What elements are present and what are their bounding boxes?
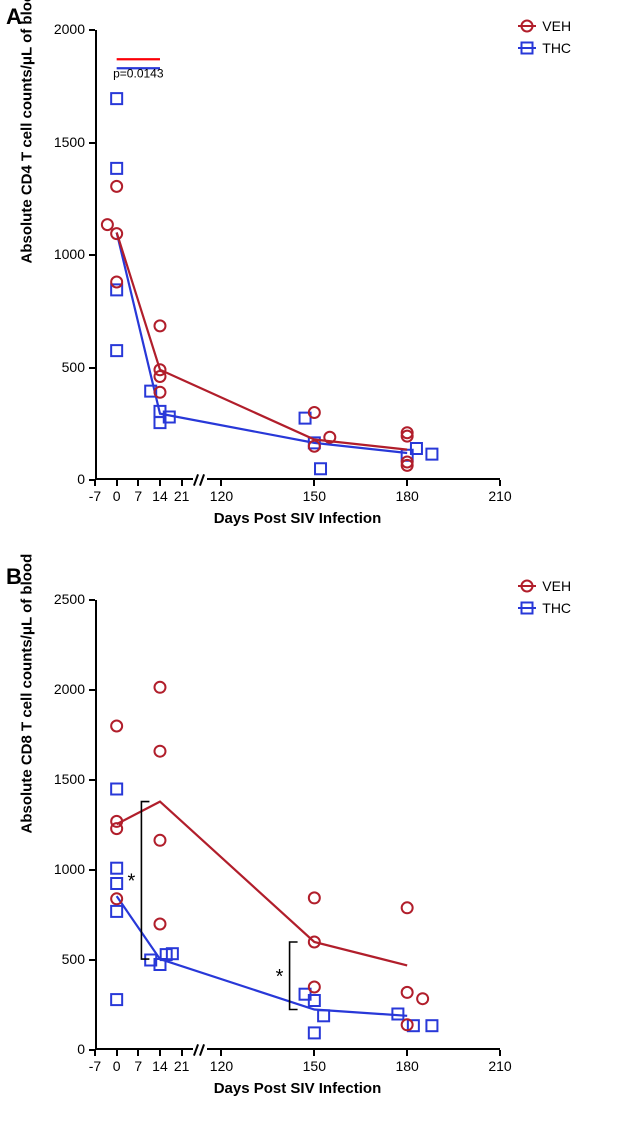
x-tick-label: 150 bbox=[296, 1058, 332, 1074]
y-tick bbox=[89, 959, 95, 961]
axis-break bbox=[193, 1045, 207, 1055]
y-tick-label: 500 bbox=[40, 951, 85, 967]
legend-marker-icon bbox=[518, 599, 536, 617]
legend-marker-icon bbox=[518, 39, 536, 57]
panel-b-x-axis-label: Days Post SIV Infection bbox=[95, 1080, 500, 1097]
y-tick-label: 2000 bbox=[40, 681, 85, 697]
panel-b: B ** Absolute CD8 T cell counts/μL of bl… bbox=[0, 560, 617, 1136]
panel-a-x-axis-label: Days Post SIV Infection bbox=[95, 510, 500, 527]
y-tick bbox=[89, 254, 95, 256]
x-tick bbox=[220, 480, 222, 486]
panel-b-y-axis-label: Absolute CD8 T cell counts/μL of blood bbox=[19, 814, 36, 834]
x-tick bbox=[94, 480, 96, 486]
x-tick-label: 21 bbox=[164, 1058, 200, 1074]
x-tick bbox=[137, 1050, 139, 1056]
x-tick-label: 180 bbox=[389, 1058, 425, 1074]
x-tick bbox=[137, 480, 139, 486]
x-tick bbox=[220, 1050, 222, 1056]
x-tick bbox=[159, 1050, 161, 1056]
x-tick-label: 150 bbox=[296, 488, 332, 504]
y-tick-label: 0 bbox=[40, 1041, 85, 1057]
y-tick bbox=[89, 29, 95, 31]
axis-break bbox=[193, 475, 207, 485]
x-tick bbox=[181, 1050, 183, 1056]
x-tick bbox=[94, 1050, 96, 1056]
legend-marker-icon bbox=[518, 577, 536, 595]
x-tick bbox=[499, 1050, 501, 1056]
x-tick bbox=[499, 480, 501, 486]
x-tick bbox=[406, 1050, 408, 1056]
panel-a-legend: VEH THC bbox=[518, 17, 571, 61]
x-tick bbox=[116, 480, 118, 486]
y-tick-label: 500 bbox=[40, 359, 85, 375]
x-tick bbox=[313, 480, 315, 486]
legend-item: THC bbox=[518, 39, 571, 57]
y-tick-label: 1000 bbox=[40, 246, 85, 262]
x-tick bbox=[116, 1050, 118, 1056]
x-tick bbox=[159, 480, 161, 486]
legend-label: VEH bbox=[542, 18, 571, 34]
y-tick-label: 2500 bbox=[40, 591, 85, 607]
panel-b-plot-area bbox=[95, 600, 500, 1050]
x-tick-label: 120 bbox=[203, 488, 239, 504]
legend-marker-icon bbox=[518, 17, 536, 35]
x-tick bbox=[181, 480, 183, 486]
y-tick-label: 1500 bbox=[40, 771, 85, 787]
y-tick-label: 1000 bbox=[40, 861, 85, 877]
legend-item: VEH bbox=[518, 577, 571, 595]
legend-item: VEH bbox=[518, 17, 571, 35]
y-tick bbox=[89, 689, 95, 691]
y-tick bbox=[89, 869, 95, 871]
x-tick-label: 210 bbox=[482, 1058, 518, 1074]
legend-item: THC bbox=[518, 599, 571, 617]
legend-label: VEH bbox=[542, 578, 571, 594]
legend-label: THC bbox=[542, 40, 571, 56]
y-tick-label: 1500 bbox=[40, 134, 85, 150]
figure: A p=0.0143 Absolute CD4 T cell counts/μL… bbox=[0, 0, 617, 1136]
panel-a: A p=0.0143 Absolute CD4 T cell counts/μL… bbox=[0, 0, 617, 560]
x-tick-label: 21 bbox=[164, 488, 200, 504]
panel-a-y-axis-label: Absolute CD4 T cell counts/μL of blood bbox=[19, 244, 36, 264]
y-tick bbox=[89, 367, 95, 369]
y-tick-label: 0 bbox=[40, 471, 85, 487]
x-tick-label: 180 bbox=[389, 488, 425, 504]
y-tick bbox=[89, 779, 95, 781]
x-tick bbox=[406, 480, 408, 486]
y-tick bbox=[89, 142, 95, 144]
y-tick-label: 2000 bbox=[40, 21, 85, 37]
y-tick bbox=[89, 599, 95, 601]
legend-label: THC bbox=[542, 600, 571, 616]
panel-b-legend: VEH THC bbox=[518, 577, 571, 621]
panel-a-plot-area bbox=[95, 30, 500, 480]
x-tick-label: 210 bbox=[482, 488, 518, 504]
x-tick-label: 120 bbox=[203, 1058, 239, 1074]
x-tick bbox=[313, 1050, 315, 1056]
